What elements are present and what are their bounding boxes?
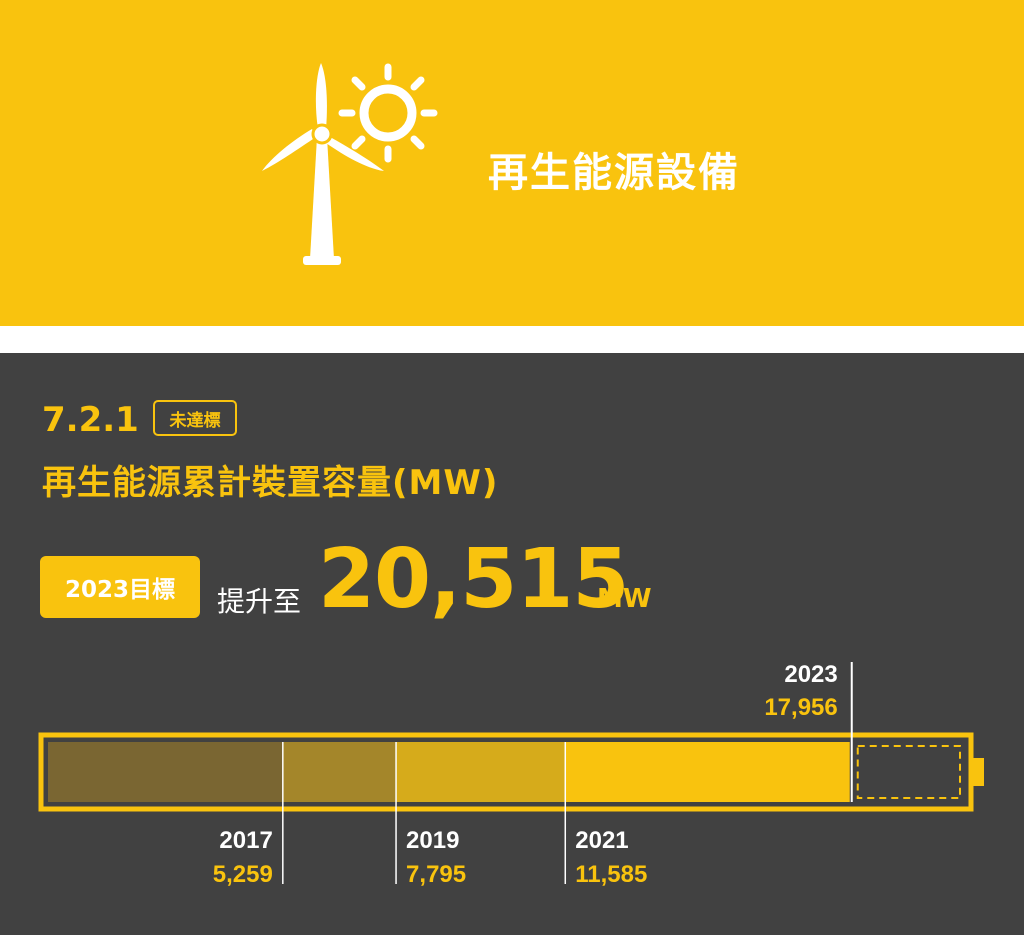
year-label-2023: 2023 bbox=[784, 661, 837, 688]
bar-segment-2021 bbox=[396, 742, 566, 802]
wind-turbine-sun-icon bbox=[250, 55, 450, 270]
sun-icon bbox=[338, 63, 438, 163]
year-label-2017: 2017 bbox=[219, 827, 272, 854]
header-band: 再生能源設備 bbox=[0, 0, 1024, 326]
value-label-2017: 5,259 bbox=[213, 861, 273, 888]
target-badge: 2023目標 bbox=[40, 556, 200, 618]
target-remainder bbox=[856, 745, 961, 799]
value-label-2023: 17,956 bbox=[764, 694, 837, 721]
target-prefix: 提升至 bbox=[217, 585, 302, 618]
battery-terminal bbox=[972, 758, 984, 786]
target-value: 20,515 bbox=[318, 532, 629, 627]
status-badge: 未達標 bbox=[153, 400, 237, 436]
metric-title: 再生能源累計裝置容量(MW) bbox=[42, 463, 499, 503]
value-label-2019: 7,795 bbox=[406, 861, 466, 888]
value-label-2021: 11,585 bbox=[575, 861, 647, 888]
battery-outline bbox=[38, 732, 974, 812]
capacity-progress-chart: 2017 5,259 2019 7,795 2021 11,585 2023 17,956 bbox=[38, 661, 984, 888]
metric-panel bbox=[0, 353, 1024, 935]
page-title: 再生能源設備 bbox=[488, 150, 740, 196]
target-unit: MW bbox=[597, 584, 652, 614]
section-number: 7.2.1 bbox=[42, 400, 139, 440]
bar-segment-2019 bbox=[282, 742, 397, 802]
year-label-2021: 2021 bbox=[575, 827, 628, 854]
bar-segment-2017 bbox=[48, 742, 283, 802]
year-label-2019: 2019 bbox=[406, 827, 459, 854]
bar-segment-2023 bbox=[565, 742, 850, 802]
